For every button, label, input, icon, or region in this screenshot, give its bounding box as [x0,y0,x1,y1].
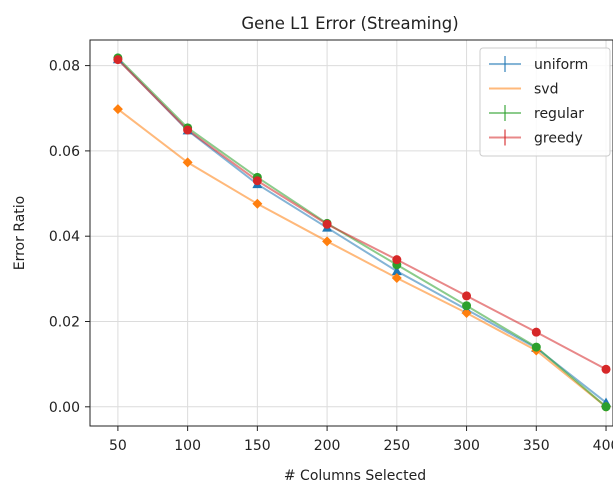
x-tick-label: 100 [174,438,201,454]
data-point-greedy [322,219,332,229]
x-tick-label: 300 [453,438,480,454]
legend-label-regular: regular [534,106,584,122]
data-point-greedy [183,125,193,135]
x-axis-label: # Columns Selected [284,468,426,484]
chart-title: Gene L1 Error (Streaming) [241,14,458,33]
data-point-greedy [531,327,541,337]
data-point-regular [462,301,472,311]
data-point-regular [531,342,541,352]
data-point-regular [601,402,611,412]
data-point-svd [252,198,263,209]
series-line-regular [117,57,607,408]
legend-label-greedy: greedy [534,131,583,147]
x-tick-label: 400 [593,438,613,454]
data-point-svd [322,236,333,247]
x-tick-label: 150 [244,438,271,454]
data-point-greedy [113,55,123,65]
data-point-greedy [252,176,262,186]
x-tick-label: 50 [109,438,127,454]
data-point-greedy [462,291,472,301]
data-point-svd [461,307,472,318]
y-axis-label: Error Ratio [12,196,28,271]
legend-label-uniform: uniform [534,57,588,73]
series-layer [112,53,612,412]
y-tick-label: 0.02 [49,315,80,331]
x-tick-label: 200 [314,438,341,454]
x-tick-label: 250 [383,438,410,454]
series-line-svd [117,108,607,408]
ticks: 50 100 150 200 250 300 350 400 0.00 0.02 0.04 0.06 0… [49,59,613,454]
x-tick-label: 350 [523,438,550,454]
y-tick-label: 0.06 [49,144,80,160]
data-point-svd [391,272,402,283]
data-point-svd [182,157,193,168]
data-point-svd [112,104,123,115]
data-point-greedy [392,255,402,265]
data-point-greedy [601,364,611,374]
data-point-uniform [391,266,402,276]
legend-label-svd: svd [534,82,558,98]
series-line-greedy [117,58,607,371]
y-tick-label: 0.08 [49,59,80,75]
plot-frame [89,39,613,427]
y-tick-label: 0.00 [49,400,80,416]
legend: uniform svd regular greedy [479,47,611,157]
legend-box [479,47,611,157]
y-tick-label: 0.04 [49,229,80,245]
